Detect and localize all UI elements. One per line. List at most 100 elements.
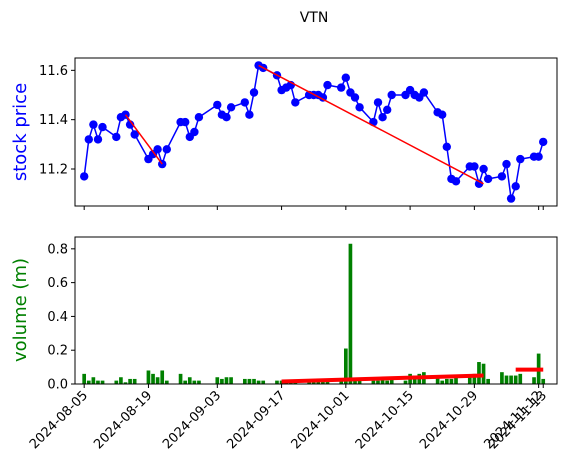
volume-bar (243, 379, 247, 384)
volume-bar (349, 244, 353, 384)
price-point (291, 98, 299, 106)
price-point (378, 113, 386, 121)
price-point (337, 83, 345, 91)
price-point (420, 88, 428, 96)
chart-title: VTN (300, 10, 329, 26)
volume-bar (179, 374, 183, 384)
price-point (534, 153, 542, 161)
volume-bar (96, 381, 100, 384)
price-point (479, 165, 487, 173)
price-point (89, 120, 97, 128)
volume-bar (541, 379, 545, 384)
price-point (507, 194, 515, 202)
volume-bar (188, 377, 192, 384)
price-point (80, 172, 88, 180)
price-point (195, 113, 203, 121)
price-y-axis-label: stock price (10, 83, 31, 181)
price-point (94, 135, 102, 143)
price-point (245, 111, 253, 119)
volume-bar (225, 377, 229, 384)
volume-bar (275, 381, 279, 384)
price-point (153, 145, 161, 153)
volume-bar (505, 376, 509, 384)
price-y-tick-label: 11.2 (39, 163, 68, 178)
volume-y-tick-label: 0.8 (47, 242, 68, 257)
price-point (438, 111, 446, 119)
volume-bar (151, 374, 155, 384)
price-point (112, 133, 120, 141)
price-point (539, 138, 547, 146)
price-point (213, 101, 221, 109)
price-point (516, 155, 524, 163)
price-point (452, 177, 460, 185)
price-point (98, 123, 106, 131)
volume-bar (477, 362, 481, 384)
volume-bar (197, 381, 201, 384)
price-point (351, 93, 359, 101)
volume-bar (128, 379, 132, 384)
price-point (512, 182, 520, 190)
price-point (181, 118, 189, 126)
price-point (374, 98, 382, 106)
volume-bar (183, 381, 187, 384)
volume-bar (261, 381, 265, 384)
volume-bar (215, 377, 219, 384)
volume-bar (372, 381, 376, 384)
volume-y-tick-label: 0.4 (47, 310, 68, 325)
volume-bar (119, 377, 123, 384)
price-point (355, 103, 363, 111)
price-point (190, 128, 198, 136)
volume-bar (509, 376, 513, 384)
volume-bar (385, 381, 389, 384)
volume-bar (248, 379, 252, 384)
price-point (388, 91, 396, 99)
volume-bar (468, 377, 472, 384)
price-point (498, 172, 506, 180)
price-point (383, 106, 391, 114)
volume-y-tick-label: 0.6 (47, 276, 68, 291)
volume-bar (87, 381, 91, 384)
price-point (163, 145, 171, 153)
volume-bar (160, 370, 164, 384)
volume-y-tick-label: 0.2 (47, 344, 68, 359)
price-point (470, 162, 478, 170)
price-point (227, 103, 235, 111)
volume-bar (518, 374, 522, 384)
price-point (241, 98, 249, 106)
price-point (502, 160, 510, 168)
volume-bar (252, 379, 256, 384)
volume-bar (156, 377, 160, 384)
price-point (85, 135, 93, 143)
volume-bar (486, 379, 490, 384)
price-point (250, 88, 258, 96)
volume-bar (500, 372, 504, 384)
volume-y-axis-label: volume (m) (10, 258, 31, 362)
volume-bar (404, 381, 408, 384)
volume-bar (92, 377, 96, 384)
price-point (443, 143, 451, 151)
volume-bar (376, 381, 380, 384)
volume-bar (445, 379, 449, 384)
volume-bar (532, 377, 536, 384)
price-point (222, 113, 230, 121)
volume-bar (257, 381, 261, 384)
volume-bar (101, 381, 105, 384)
price-point (484, 175, 492, 183)
volume-bar (165, 381, 169, 384)
volume-bar (114, 381, 118, 384)
volume-bar (220, 379, 224, 384)
volume-bar (440, 381, 444, 384)
volume-bar (82, 374, 86, 384)
price-point (323, 81, 331, 89)
price-y-tick-label: 11.4 (39, 113, 68, 128)
volume-bar (450, 379, 454, 384)
volume-bar (147, 370, 151, 384)
price-y-tick-label: 11.6 (39, 64, 68, 79)
price-point (342, 74, 350, 82)
volume-bar (514, 376, 518, 384)
volume-bar (193, 381, 197, 384)
volume-bar (133, 379, 137, 384)
volume-bar (229, 377, 233, 384)
volume-y-tick-label: 0.0 (47, 378, 68, 393)
